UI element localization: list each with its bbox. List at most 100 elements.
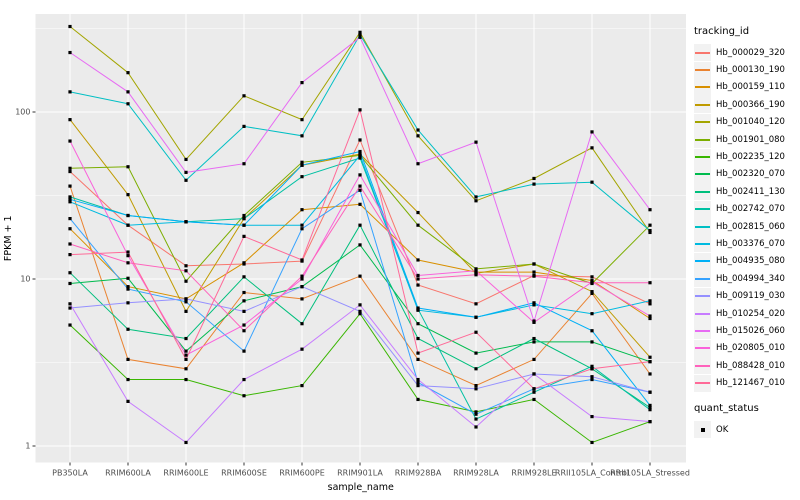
data-point xyxy=(300,223,304,227)
data-point xyxy=(358,173,362,177)
legend-item: Hb_001040_120 xyxy=(694,113,798,131)
legend-item: Hb_020805_010 xyxy=(694,339,798,357)
legend-line-icon xyxy=(695,347,710,350)
data-point xyxy=(532,390,536,394)
data-point xyxy=(358,274,362,278)
legend-key-swatch xyxy=(694,61,711,79)
data-point xyxy=(474,302,478,306)
data-point xyxy=(416,223,420,227)
legend-line-icon xyxy=(695,242,710,245)
data-point xyxy=(532,274,536,278)
legend-key-swatch xyxy=(694,252,711,270)
legend-line-icon xyxy=(695,225,710,228)
data-point xyxy=(532,397,536,402)
legend-title: tracking_id xyxy=(694,26,750,37)
data-point xyxy=(300,285,304,289)
data-point xyxy=(358,188,362,192)
data-point xyxy=(532,387,536,391)
legend-item: Hb_000159_110 xyxy=(694,78,798,96)
data-point xyxy=(648,355,652,359)
data-point xyxy=(416,377,420,382)
data-point xyxy=(242,309,246,313)
legend-item: Hb_009119_030 xyxy=(694,287,798,305)
data-point xyxy=(358,303,362,307)
x-tick-label: RRIM928LA xyxy=(453,469,499,478)
legend-item-label: Hb_001901_080 xyxy=(716,134,785,145)
legend-item-label: Hb_004994_340 xyxy=(716,273,785,284)
data-point xyxy=(358,202,362,206)
data-point xyxy=(358,243,362,247)
data-point xyxy=(68,281,72,286)
legend-item-label: Hb_000130_190 xyxy=(716,65,785,76)
data-point xyxy=(358,149,362,154)
data-point xyxy=(648,302,652,306)
data-point xyxy=(68,271,72,275)
data-point xyxy=(68,323,72,327)
data-point xyxy=(358,30,362,34)
data-point xyxy=(416,383,420,388)
data-point xyxy=(126,213,130,218)
legend-line-icon xyxy=(695,173,710,176)
legend-item: Hb_001901_080 xyxy=(694,131,798,149)
legend-item: Hb_002815_060 xyxy=(694,218,798,236)
data-point xyxy=(242,299,246,303)
data-point xyxy=(590,329,594,333)
data-point xyxy=(416,273,420,278)
data-point xyxy=(68,242,72,246)
data-point xyxy=(416,357,420,362)
data-point xyxy=(474,195,478,199)
data-point xyxy=(590,146,594,150)
data-point xyxy=(416,210,420,215)
data-point xyxy=(416,308,420,312)
data-point xyxy=(474,267,478,271)
legend-item-label: Hb_088428_010 xyxy=(716,360,785,371)
data-point xyxy=(358,138,362,142)
legend-item-label: Hb_121467_010 xyxy=(716,378,785,389)
data-point xyxy=(358,35,362,39)
data-point xyxy=(648,372,652,376)
legend-item: Hb_002742_070 xyxy=(694,200,798,218)
data-point xyxy=(416,380,420,385)
data-point xyxy=(590,364,594,368)
data-point xyxy=(416,397,420,402)
legend-key-swatch xyxy=(694,339,711,357)
data-point xyxy=(184,157,188,162)
data-point xyxy=(300,322,304,326)
legend-key-swatch xyxy=(694,235,711,253)
legend-line-icon xyxy=(695,121,710,124)
data-point xyxy=(648,299,652,303)
legend-key-swatch xyxy=(694,270,711,288)
quant-legend-item-label: OK xyxy=(716,424,729,435)
data-point xyxy=(416,258,420,262)
legend-item-label: Hb_015026_060 xyxy=(716,325,785,336)
data-point xyxy=(590,291,594,295)
data-point xyxy=(68,118,72,122)
data-point xyxy=(242,213,246,218)
data-point xyxy=(590,275,594,279)
legend-item-label: Hb_002320_070 xyxy=(716,169,785,180)
data-point xyxy=(242,162,246,166)
data-point xyxy=(416,322,420,326)
data-point xyxy=(300,163,304,167)
x-tick-label: RRIM600SE xyxy=(221,469,267,478)
data-point xyxy=(358,223,362,227)
legend-item-label: Hb_002815_060 xyxy=(716,221,785,232)
data-point xyxy=(242,290,246,295)
data-point xyxy=(68,216,72,221)
x-tick-label: RRIM901LA xyxy=(337,469,383,478)
data-point xyxy=(416,306,420,310)
data-point xyxy=(242,275,246,279)
legend-line-icon xyxy=(695,86,710,89)
data-point xyxy=(474,269,478,273)
data-point xyxy=(648,403,652,408)
legend-line-icon xyxy=(695,329,710,332)
data-point xyxy=(68,227,72,231)
data-point xyxy=(126,301,130,305)
data-point xyxy=(648,281,652,285)
legend-item: Hb_002320_070 xyxy=(694,165,798,183)
data-point xyxy=(590,340,594,344)
data-point xyxy=(68,306,72,310)
data-point xyxy=(242,216,246,221)
data-point xyxy=(474,417,478,421)
data-point xyxy=(416,277,420,281)
